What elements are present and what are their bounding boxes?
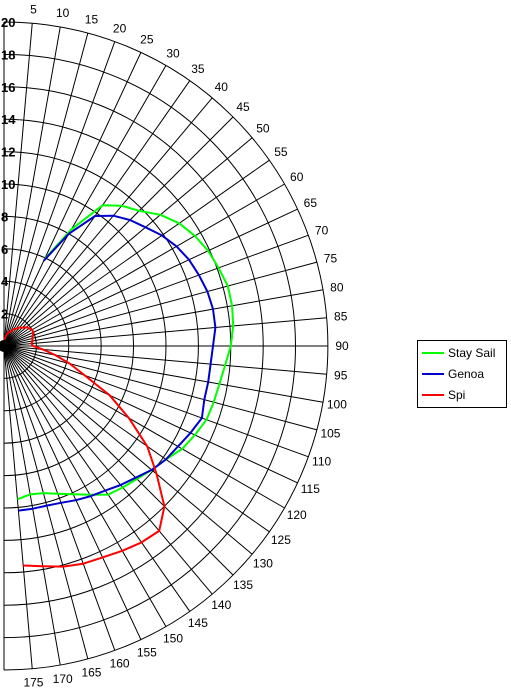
grid-spoke-65 <box>3 208 298 347</box>
legend-swatch-genoa <box>422 373 444 375</box>
grid-spoke-70 <box>3 234 309 347</box>
angle-tick-label-140: 140 <box>211 598 231 612</box>
grid-spoke-30 <box>3 65 167 347</box>
grid-spoke-60 <box>3 183 285 347</box>
legend-label-spi: Spi <box>448 388 466 402</box>
angle-tick-label-30: 30 <box>166 46 180 60</box>
angle-tick-label-95: 95 <box>334 368 348 382</box>
grid-spoke-135 <box>3 345 234 576</box>
legend-swatch-stay-sail <box>422 352 444 354</box>
legend-swatch-spi <box>422 394 444 396</box>
grid-spoke-55 <box>3 159 270 347</box>
angle-tick-label-40: 40 <box>215 80 229 94</box>
angle-tick-label-65: 65 <box>304 196 318 210</box>
polar-center-dot <box>0 340 10 352</box>
angle-tick-label-55: 55 <box>274 145 288 159</box>
series-line-genoa <box>18 214 217 512</box>
radial-tick-label-12: 12 <box>1 145 15 160</box>
grid-spoke-20 <box>3 41 116 347</box>
legend: Stay Sail Genoa Spi <box>417 340 507 408</box>
angle-tick-label-5: 5 <box>30 2 37 16</box>
radial-tick-label-2: 2 <box>1 307 8 322</box>
angle-tick-label-100: 100 <box>327 398 347 412</box>
grid-spoke-115 <box>3 345 298 484</box>
grid-spoke-35 <box>3 80 191 347</box>
grid-spoke-25 <box>3 52 142 347</box>
radial-tick-label-6: 6 <box>1 242 8 257</box>
angle-tick-label-15: 15 <box>85 13 99 27</box>
grid-spoke-125 <box>3 345 270 533</box>
angle-tick-label-80: 80 <box>330 280 344 294</box>
angle-tick-label-160: 160 <box>110 657 130 671</box>
angle-tick-label-10: 10 <box>56 6 70 20</box>
legend-item-stay-sail: Stay Sail <box>422 345 495 361</box>
radial-tick-label-14: 14 <box>1 112 16 127</box>
radial-tick-label-8: 8 <box>1 209 8 224</box>
angle-tick-label-125: 125 <box>271 533 291 547</box>
angle-tick-label-155: 155 <box>137 645 157 659</box>
angle-tick-label-85: 85 <box>334 310 348 324</box>
grid-spoke-75 <box>3 261 318 347</box>
grid-spoke-175 <box>3 345 33 669</box>
grid-spoke-130 <box>3 345 253 555</box>
legend-label-genoa: Genoa <box>448 367 485 381</box>
angle-tick-label-170: 170 <box>53 672 73 686</box>
radial-tick-label-10: 10 <box>1 177 15 192</box>
grid-spoke-110 <box>3 345 309 458</box>
grid-spoke-165 <box>3 345 89 660</box>
angle-tick-label-45: 45 <box>236 100 250 114</box>
grid-spoke-155 <box>3 345 142 640</box>
angle-tick-label-50: 50 <box>256 122 270 136</box>
angle-tick-label-120: 120 <box>287 508 307 522</box>
grid-spoke-160 <box>3 345 116 651</box>
legend-item-spi: Spi <box>422 387 465 403</box>
grid-spoke-145 <box>3 345 191 612</box>
grid-spoke-40 <box>3 97 213 347</box>
angle-tick-label-105: 105 <box>320 426 340 440</box>
radial-tick-label-4: 4 <box>1 274 9 289</box>
legend-item-genoa: Genoa <box>422 366 484 382</box>
angle-tick-label-75: 75 <box>324 252 338 266</box>
angle-tick-label-115: 115 <box>301 482 320 496</box>
grid-spoke-45 <box>3 116 234 347</box>
angle-tick-label-175: 175 <box>23 676 43 690</box>
angle-tick-label-25: 25 <box>140 33 154 47</box>
grid-spoke-120 <box>3 345 285 509</box>
radial-tick-label-18: 18 <box>1 47 15 62</box>
grid-spoke-150 <box>3 345 167 627</box>
angle-tick-label-70: 70 <box>315 223 329 237</box>
grid-spoke-140 <box>3 345 213 595</box>
angle-tick-label-60: 60 <box>290 170 304 184</box>
series-line-stay-sail <box>17 204 235 501</box>
angle-tick-label-35: 35 <box>191 62 205 76</box>
radial-tick-label-20: 20 <box>1 15 15 30</box>
grid-spoke-10 <box>3 26 61 347</box>
legend-label-stay-sail: Stay Sail <box>448 346 496 360</box>
grid-spoke-105 <box>3 345 318 431</box>
grid-spoke-5 <box>3 23 33 347</box>
grid-spoke-95 <box>3 345 327 375</box>
grid-spoke-85 <box>3 317 327 347</box>
angle-tick-label-20: 20 <box>113 21 127 35</box>
angle-tick-label-150: 150 <box>163 632 183 646</box>
angle-tick-label-110: 110 <box>312 455 331 469</box>
series-line-spi <box>3 326 166 568</box>
angle-tick-label-165: 165 <box>81 665 101 679</box>
angle-tick-label-135: 135 <box>233 578 253 592</box>
angle-tick-label-145: 145 <box>188 616 208 630</box>
angle-tick-label-130: 130 <box>253 556 273 570</box>
grid-spoke-50 <box>3 137 253 347</box>
angle-tick-label-90: 90 <box>335 339 349 353</box>
grid-spoke-170 <box>3 345 61 666</box>
radial-tick-label-16: 16 <box>1 80 15 95</box>
grid-spoke-80 <box>3 289 324 347</box>
grid-spoke-15 <box>3 32 89 347</box>
